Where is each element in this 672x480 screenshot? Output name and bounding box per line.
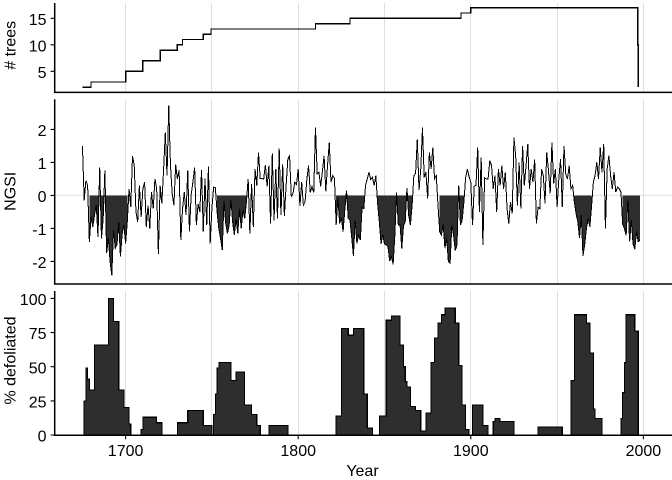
svg-text:NGSI: NGSI: [3, 172, 20, 211]
svg-text:25: 25: [29, 395, 47, 412]
svg-text:0: 0: [38, 429, 47, 446]
svg-text:1700: 1700: [108, 443, 144, 460]
svg-text:10: 10: [29, 38, 47, 55]
svg-text:% defoliated: % defoliated: [3, 316, 20, 404]
svg-text:5: 5: [38, 65, 47, 82]
svg-text:2000: 2000: [626, 443, 662, 460]
svg-text:-1: -1: [32, 222, 46, 239]
svg-text:75: 75: [29, 326, 47, 343]
svg-text:50: 50: [29, 360, 47, 377]
svg-text:0: 0: [38, 189, 47, 206]
svg-text:15: 15: [29, 12, 47, 29]
svg-text:1800: 1800: [280, 443, 316, 460]
svg-text:# trees: # trees: [3, 21, 20, 70]
svg-text:1900: 1900: [453, 443, 489, 460]
svg-text:100: 100: [20, 292, 47, 309]
svg-text:-2: -2: [32, 255, 46, 272]
svg-text:2: 2: [38, 123, 47, 140]
svg-text:Year: Year: [346, 463, 379, 480]
svg-text:1: 1: [38, 156, 47, 173]
